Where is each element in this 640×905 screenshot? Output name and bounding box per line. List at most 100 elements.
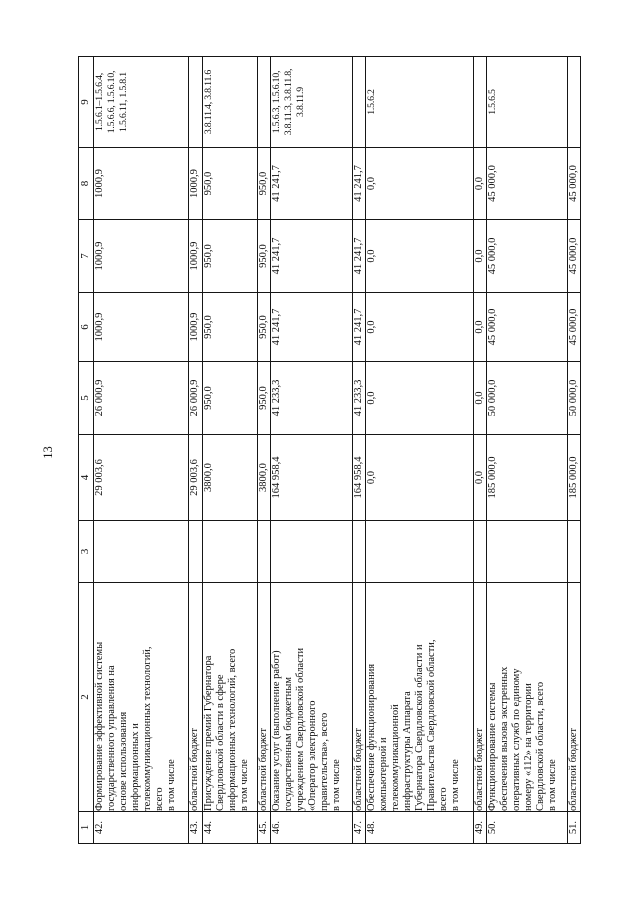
value-cell: 41 233,3 [352, 361, 366, 435]
value-cell: 26 000,9 [93, 361, 189, 435]
value-cell: 0,0 [473, 147, 487, 220]
value-cell: 0,0 [365, 219, 474, 293]
value-cell: 41 241,7 [352, 147, 366, 220]
table-row: 44. Присуждение премий Губернатора Свердл… [202, 56, 258, 844]
row-number-cell: 46. [270, 811, 353, 844]
row-number-cell: 45. [257, 811, 271, 844]
value-cell: 41 241,7 [270, 147, 353, 220]
value-cell [486, 520, 568, 583]
description-cell: областной бюджет [567, 582, 581, 812]
value-cell: 185 000,0 [567, 434, 581, 521]
column-header: 1 [78, 811, 94, 844]
description-cell: областной бюджет [188, 582, 203, 812]
value-cell: 164 958,4 [352, 434, 366, 521]
value-cell: 1000,9 [93, 292, 189, 362]
value-cell: 0,0 [473, 434, 487, 521]
row-number-cell: 44. [202, 811, 258, 844]
description-cell: Обеспечение функционирования компьютерно… [365, 582, 474, 812]
value-cell [473, 520, 487, 583]
column-header: 2 [78, 582, 94, 812]
value-cell [567, 520, 581, 583]
row-number-cell: 48. [365, 811, 474, 844]
value-cell [257, 520, 271, 583]
value-cell: 164 958,4 [270, 434, 353, 521]
budget-table: 1 2 3 4 5 6 7 8 9 42. Формирование эффективной сис… [78, 56, 581, 844]
column-header: 5 [78, 361, 94, 435]
column-header: 7 [78, 219, 94, 293]
value-cell: 45 000,0 [486, 219, 568, 293]
table-row: 49. областной бюджет 0,0 0,0 0,0 0,0 0,0 [473, 56, 487, 844]
row-number-cell: 42. [93, 811, 189, 844]
column-header: 9 [78, 56, 94, 148]
value-cell: 41 233,3 [270, 361, 353, 435]
description-cell: Формирование эффективной системы государ… [93, 582, 189, 812]
value-cell: 3800,0 [257, 434, 271, 521]
value-cell: 950,0 [257, 147, 271, 220]
value-cell [270, 520, 353, 583]
code-cell [567, 56, 581, 148]
value-cell: 29 003,6 [93, 434, 189, 521]
value-cell: 950,0 [257, 219, 271, 293]
row-number-cell: 51. [567, 811, 581, 844]
column-header: 4 [78, 434, 94, 521]
value-cell: 3800,0 [202, 434, 258, 521]
value-cell: 41 241,7 [352, 292, 366, 362]
value-cell: 0,0 [473, 219, 487, 293]
column-header: 8 [78, 147, 94, 220]
column-header: 6 [78, 292, 94, 362]
code-cell [188, 56, 203, 148]
value-cell: 41 241,7 [270, 292, 353, 362]
row-number-cell: 50. [486, 811, 568, 844]
value-cell: 1000,9 [93, 147, 189, 220]
value-cell: 950,0 [202, 219, 258, 293]
value-cell: 1000,9 [188, 292, 203, 362]
description-cell: областной бюджет [257, 582, 271, 812]
value-cell: 45 000,0 [567, 292, 581, 362]
value-cell: 29 003,6 [188, 434, 203, 521]
value-cell: 0,0 [473, 361, 487, 435]
table-row: 48. Обеспечение функционирования компьюте… [365, 56, 474, 844]
value-cell: 0,0 [365, 361, 474, 435]
value-cell: 1000,9 [188, 147, 203, 220]
value-cell: 950,0 [202, 361, 258, 435]
value-cell: 0,0 [365, 434, 474, 521]
value-cell [202, 520, 258, 583]
value-cell: 45 000,0 [486, 147, 568, 220]
description-cell: Оказание услуг (выполнение работ) госуда… [270, 582, 353, 812]
table-row: 51. областной бюджет 185 000,0 50 000,0 45 0… [567, 56, 581, 844]
row-number-cell: 43. [188, 811, 203, 844]
table-row: 47. областной бюджет 164 958,4 41 233,3 41 2… [352, 56, 366, 844]
description-cell: областной бюджет [473, 582, 487, 812]
code-cell: 3.8.11.4, 3.8.11.6 [202, 56, 258, 148]
value-cell: 950,0 [257, 292, 271, 362]
value-cell: 41 241,7 [270, 219, 353, 293]
value-cell: 0,0 [473, 292, 487, 362]
table-row: 45. областной бюджет 3800,0 950,0 950,0 950,0… [257, 56, 271, 844]
budget-table-body: 1 2 3 4 5 6 7 8 9 42. Формирование эффективной сис… [78, 56, 581, 844]
value-cell: 45 000,0 [486, 292, 568, 362]
code-cell: 1.5.6.3, 1.5.6.10, 3.8.11.3, 3.8.11.8, 3… [270, 56, 353, 148]
row-number-cell: 47. [352, 811, 366, 844]
value-cell: 950,0 [202, 147, 258, 220]
code-cell [473, 56, 487, 148]
value-cell: 185 000,0 [486, 434, 568, 521]
value-cell: 0,0 [365, 147, 474, 220]
code-cell: 1.5.6.2 [365, 56, 474, 148]
value-cell: 1000,9 [93, 219, 189, 293]
value-cell: 50 000,0 [486, 361, 568, 435]
value-cell: 0,0 [365, 292, 474, 362]
value-cell: 45 000,0 [567, 147, 581, 220]
table-row: 46. Оказание услуг (выполнение работ) гос… [270, 56, 353, 844]
table-row: 43. областной бюджет 29 003,6 26 000,9 1000,… [188, 56, 203, 844]
value-cell: 41 241,7 [352, 219, 366, 293]
row-number-cell: 49. [473, 811, 487, 844]
value-cell [365, 520, 474, 583]
page-number: 13 [41, 446, 55, 459]
value-cell: 950,0 [202, 292, 258, 362]
table-row: 50. Функционирование системы обеспечения … [486, 56, 568, 844]
description-cell: областной бюджет [352, 582, 366, 812]
value-cell: 26 000,9 [188, 361, 203, 435]
description-cell: Функционирование системы обеспечения выз… [486, 582, 568, 812]
